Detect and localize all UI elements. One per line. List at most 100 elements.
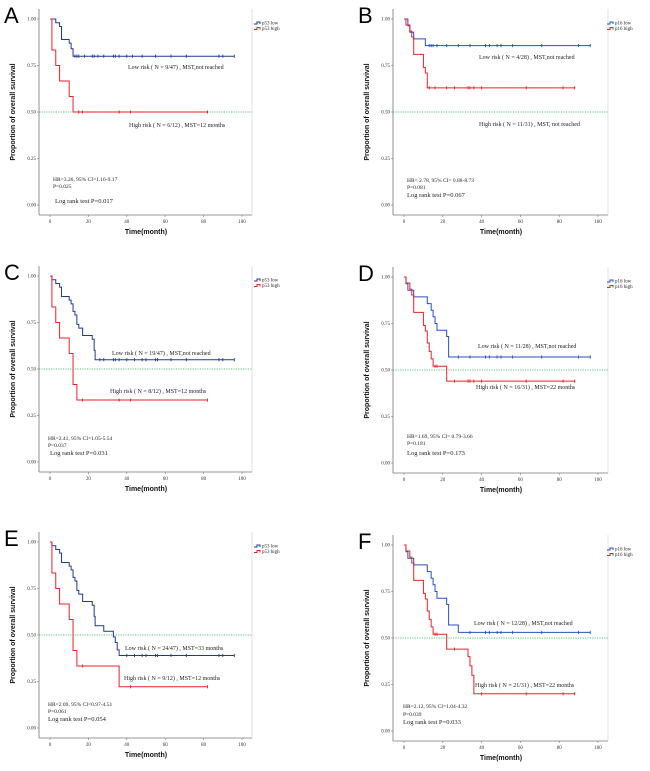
survival-curve-p16-high — [404, 18, 575, 89]
x-tick-label: 60 — [518, 478, 524, 483]
x-tick-label: 40 — [479, 220, 485, 225]
y-tick-label: 0.25 — [381, 683, 390, 688]
survival-curve-p53-high — [50, 541, 208, 688]
km-plot: E 0.00 0.25 0.50 0.75 1.00 0 20 40 60 80 100 Time(mo… — [4, 526, 280, 759]
x-tick-label: 100 — [594, 746, 602, 751]
x-tick-label: 40 — [479, 746, 485, 751]
legend-label: p16 low — [615, 22, 632, 27]
x-tick-label: 80 — [557, 220, 563, 225]
x-tick-label: 40 — [124, 477, 130, 482]
y-tick-label: 0.75 — [27, 587, 36, 592]
y-axis-label: Proportion of overall survival — [364, 63, 371, 160]
legend-swatch-p16-low — [607, 547, 614, 551]
y-tick-label: 0.50 — [27, 111, 36, 116]
y-axis-label: Proportion of overall survival — [10, 63, 17, 160]
x-tick-label: 60 — [518, 220, 524, 225]
legend-label: p53 low — [262, 22, 279, 27]
x-tick-label: 0 — [49, 743, 52, 748]
y-tick-label: 1.00 — [381, 18, 390, 23]
annotation-high: High risk ( N = 11/31) , MST, not reache… — [479, 121, 580, 128]
legend-label: p16 high — [615, 27, 633, 32]
annotation-high: High risk ( N = 21/31) , MST=22 months — [475, 682, 575, 689]
x-axis-label: Time(month) — [480, 487, 522, 494]
x-tick-label: 40 — [124, 220, 130, 225]
y-tick-label: 0.00 — [27, 461, 36, 466]
x-tick-label: 20 — [440, 220, 446, 225]
annotation-logrank: Log rank test P=0.067 — [407, 192, 466, 199]
legend-label: p53 low — [262, 279, 279, 284]
annotation-high: High risk ( N = 6/12) , MST=12 months — [129, 122, 226, 129]
x-tick-label: 60 — [163, 477, 169, 482]
x-axis-label: Time(month) — [125, 486, 167, 493]
x-axis-label: Time(month) — [480, 229, 522, 236]
x-tick-label: 100 — [238, 220, 246, 225]
legend-swatch-p53-high — [254, 27, 261, 30]
x-tick-label: 20 — [86, 743, 92, 748]
km-panel-d: D 0.00 0.25 0.50 0.75 1.00 0 20 40 60 80 100 Time(mo… — [325, 258, 650, 503]
y-tick-label: 0.25 — [381, 415, 390, 420]
annotation-p: P=0.025 — [53, 184, 72, 190]
annotation-p: P=0.037 — [48, 443, 67, 449]
x-tick-label: 80 — [557, 746, 563, 751]
y-tick-label: 0.75 — [381, 590, 390, 595]
y-tick-label: 0.00 — [27, 727, 36, 732]
annotation-low: Low risk ( N = 19/47) , MST,not reached — [112, 350, 211, 357]
survival-curve-p16-low — [404, 544, 591, 633]
annotation-high: High risk ( N = 8/12) , MST=12 months — [110, 388, 207, 395]
x-tick-label: 60 — [163, 743, 169, 748]
y-tick-label: 0.00 — [381, 730, 390, 735]
x-axis-label: Time(month) — [480, 755, 522, 762]
x-tick-label: 20 — [440, 746, 446, 751]
y-tick-label: 0.25 — [27, 157, 36, 162]
annotation-logrank: Log rank test P=0.173 — [407, 450, 465, 457]
panel-letter: C — [4, 260, 20, 285]
x-tick-label: 100 — [238, 477, 246, 482]
y-tick-label: 1.00 — [27, 275, 36, 280]
y-tick-label: 0.50 — [27, 368, 36, 373]
x-axis-label: Time(month) — [125, 229, 167, 236]
x-tick-label: 40 — [124, 743, 130, 748]
legend-swatch-p16-low — [607, 21, 614, 25]
x-tick-label: 80 — [557, 478, 563, 483]
x-tick-label: 0 — [403, 746, 406, 751]
survival-curve-p53-low — [50, 18, 235, 57]
legend-swatch-p16-high — [607, 553, 614, 556]
annotation-logrank: Log rank test P=0.017 — [55, 198, 114, 205]
x-tick-label: 40 — [479, 478, 485, 483]
legend-swatch-p16-low — [607, 279, 614, 283]
km-plot: A 0.00 0.25 0.50 0.75 1.00 0 20 40 60 80 100 Time(mo… — [4, 3, 280, 236]
legend-swatch-p53-low — [254, 21, 261, 25]
annotation-hr: HR=2.41, 95% CI=1.05-5.54 — [48, 436, 113, 442]
x-tick-label: 100 — [238, 743, 246, 748]
x-tick-label: 0 — [49, 220, 52, 225]
legend-label: p16 low — [615, 548, 632, 553]
annotation-low: Low risk ( N = 12/28) , MST,not reached — [474, 620, 573, 627]
x-tick-label: 20 — [86, 477, 92, 482]
km-panel-f: F 0.00 0.25 0.50 0.75 1.00 0 20 40 60 80 100 Time(mo… — [325, 526, 650, 771]
survival-curve-p16-low — [404, 18, 591, 47]
panel-letter: B — [358, 3, 373, 28]
survival-curve-p53-high — [50, 275, 208, 401]
annotation-high: High risk ( N = 16/31) , MST=22 months — [476, 384, 576, 391]
x-tick-label: 0 — [49, 477, 52, 482]
km-plot: D 0.00 0.25 0.50 0.75 1.00 0 20 40 60 80 100 Time(mo… — [358, 261, 633, 494]
km-panel-a: A 0.00 0.25 0.50 0.75 1.00 0 20 40 60 80 100 Time(mo… — [0, 0, 325, 245]
y-tick-label: 0.75 — [27, 64, 36, 69]
legend-swatch-p16-high — [607, 285, 614, 288]
y-tick-label: 1.00 — [381, 276, 390, 281]
km-panel-c: C 0.00 0.25 0.50 0.75 1.00 0 20 40 60 80 100 Time(mo… — [0, 257, 325, 502]
y-tick-label: 0.75 — [27, 321, 36, 326]
panel-letter: E — [4, 526, 19, 551]
panel-letter: F — [358, 529, 371, 554]
x-tick-label: 100 — [594, 220, 602, 225]
annotation-hr: HR=3.26, 95% CI=1.16-9.17 — [53, 177, 118, 183]
km-panel-e: E 0.00 0.25 0.50 0.75 1.00 0 20 40 60 80 100 Time(mo… — [0, 523, 325, 768]
annotation-hr: HR=2.09, 95% CI=0.97-4.51 — [48, 702, 113, 708]
y-axis-label: Proportion of overall survival — [364, 589, 371, 686]
legend-swatch-p16-high — [607, 27, 614, 30]
legend-label: p53 high — [262, 550, 280, 555]
annotation-logrank: Log rank test P=0.033 — [403, 719, 461, 726]
km-plot: F 0.00 0.25 0.50 0.75 1.00 0 20 40 60 80 100 Time(mo… — [358, 529, 633, 762]
legend-swatch-p53-low — [254, 544, 261, 548]
panel-letter: A — [4, 3, 19, 28]
